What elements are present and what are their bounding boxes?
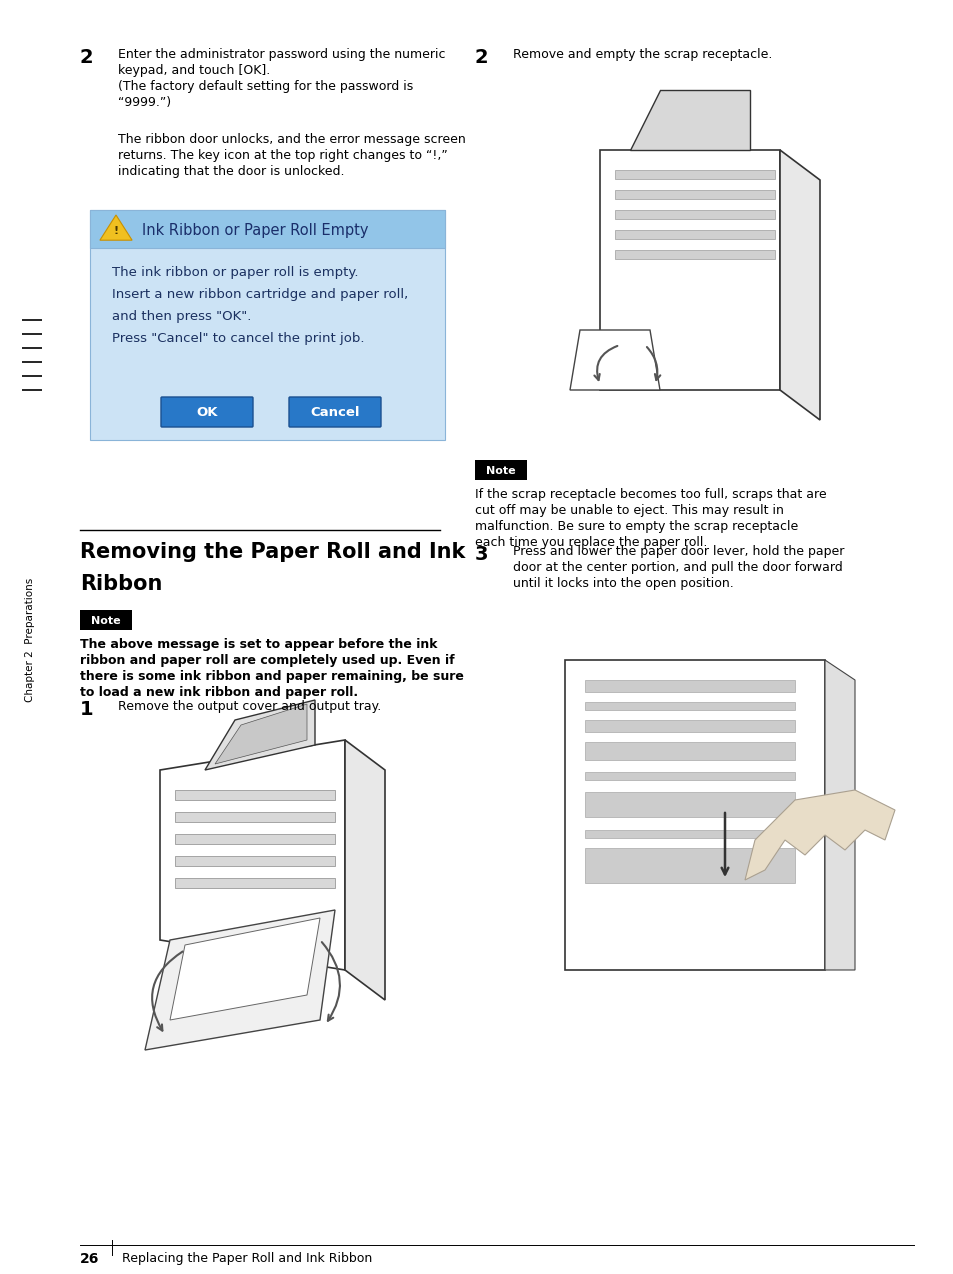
FancyBboxPatch shape [90,210,444,248]
Polygon shape [170,919,319,1020]
Text: there is some ink ribbon and paper remaining, be sure: there is some ink ribbon and paper remai… [80,670,463,683]
Polygon shape [214,705,307,764]
Text: until it locks into the open position.: until it locks into the open position. [513,577,733,590]
Polygon shape [629,90,749,150]
Text: returns. The key icon at the top right changes to “!,”: returns. The key icon at the top right c… [118,149,447,162]
Text: cut off may be unable to eject. This may result in: cut off may be unable to eject. This may… [475,505,783,517]
Text: keypad, and touch [OK].: keypad, and touch [OK]. [118,64,270,76]
FancyBboxPatch shape [161,397,253,427]
Text: Insert a new ribbon cartridge and paper roll,: Insert a new ribbon cartridge and paper … [112,288,408,301]
Text: Note: Note [91,617,121,626]
Text: Ink Ribbon or Paper Roll Empty: Ink Ribbon or Paper Roll Empty [142,223,368,238]
FancyBboxPatch shape [584,680,794,692]
Text: door at the center portion, and pull the door forward: door at the center portion, and pull the… [513,561,841,575]
FancyBboxPatch shape [584,702,794,710]
Text: If the scrap receptacle becomes too full, scraps that are: If the scrap receptacle becomes too full… [475,488,825,501]
Text: Enter the administrator password using the numeric: Enter the administrator password using t… [118,48,445,61]
FancyBboxPatch shape [564,660,824,970]
FancyBboxPatch shape [80,610,132,631]
FancyBboxPatch shape [174,878,335,888]
Text: The above message is set to appear before the ink: The above message is set to appear befor… [80,638,437,651]
Text: ribbon and paper roll are completely used up. Even if: ribbon and paper roll are completely use… [80,654,455,668]
Text: to load a new ink ribbon and paper roll.: to load a new ink ribbon and paper roll. [80,685,357,699]
Polygon shape [160,740,345,970]
Text: Ribbon: Ribbon [80,575,162,594]
Polygon shape [599,150,780,390]
FancyBboxPatch shape [174,856,335,866]
Text: Note: Note [486,466,516,476]
Text: 2: 2 [475,48,488,68]
Text: (The factory default setting for the password is: (The factory default setting for the pas… [118,80,413,93]
Polygon shape [145,910,335,1050]
FancyBboxPatch shape [289,397,380,427]
Text: Cancel: Cancel [310,406,359,419]
FancyBboxPatch shape [615,250,774,259]
Text: Remove the output cover and output tray.: Remove the output cover and output tray. [118,699,381,713]
Text: OK: OK [196,406,217,419]
Polygon shape [569,330,659,390]
FancyBboxPatch shape [475,460,526,480]
Polygon shape [100,215,132,241]
Text: “9999.”): “9999.”) [118,96,171,110]
Text: each time you replace the paper roll.: each time you replace the paper roll. [475,536,706,549]
FancyBboxPatch shape [90,210,444,440]
Text: The ribbon door unlocks, and the error message screen: The ribbon door unlocks, and the error m… [118,132,465,147]
Text: Chapter 2  Preparations: Chapter 2 Preparations [25,578,35,702]
FancyBboxPatch shape [174,812,335,822]
Text: !: ! [113,225,118,236]
FancyBboxPatch shape [584,720,794,733]
Text: Press and lower the paper door lever, hold the paper: Press and lower the paper door lever, ho… [513,545,843,558]
Text: malfunction. Be sure to empty the scrap receptacle: malfunction. Be sure to empty the scrap … [475,520,798,533]
Polygon shape [824,660,854,970]
Text: and then press "OK".: and then press "OK". [112,310,251,324]
Text: 2: 2 [80,48,93,68]
FancyBboxPatch shape [584,829,794,838]
FancyBboxPatch shape [584,772,794,780]
Text: Remove and empty the scrap receptacle.: Remove and empty the scrap receptacle. [513,48,772,61]
FancyBboxPatch shape [615,210,774,219]
Polygon shape [780,150,820,420]
FancyBboxPatch shape [584,792,794,817]
Text: 26: 26 [80,1252,99,1266]
Text: 3: 3 [475,545,488,564]
FancyBboxPatch shape [615,169,774,180]
Text: indicating that the door is unlocked.: indicating that the door is unlocked. [118,166,344,178]
Text: Removing the Paper Roll and Ink: Removing the Paper Roll and Ink [80,541,465,562]
FancyBboxPatch shape [174,834,335,843]
Polygon shape [744,790,894,880]
Polygon shape [345,740,385,1000]
FancyBboxPatch shape [584,848,794,883]
Text: Press "Cancel" to cancel the print job.: Press "Cancel" to cancel the print job. [112,333,364,345]
Text: 1: 1 [80,699,93,719]
FancyBboxPatch shape [615,231,774,240]
FancyBboxPatch shape [615,190,774,199]
FancyBboxPatch shape [584,741,794,761]
Polygon shape [205,699,314,769]
Text: The ink ribbon or paper roll is empty.: The ink ribbon or paper roll is empty. [112,266,358,279]
FancyBboxPatch shape [174,790,335,800]
Text: Replacing the Paper Roll and Ink Ribbon: Replacing the Paper Roll and Ink Ribbon [122,1252,372,1265]
